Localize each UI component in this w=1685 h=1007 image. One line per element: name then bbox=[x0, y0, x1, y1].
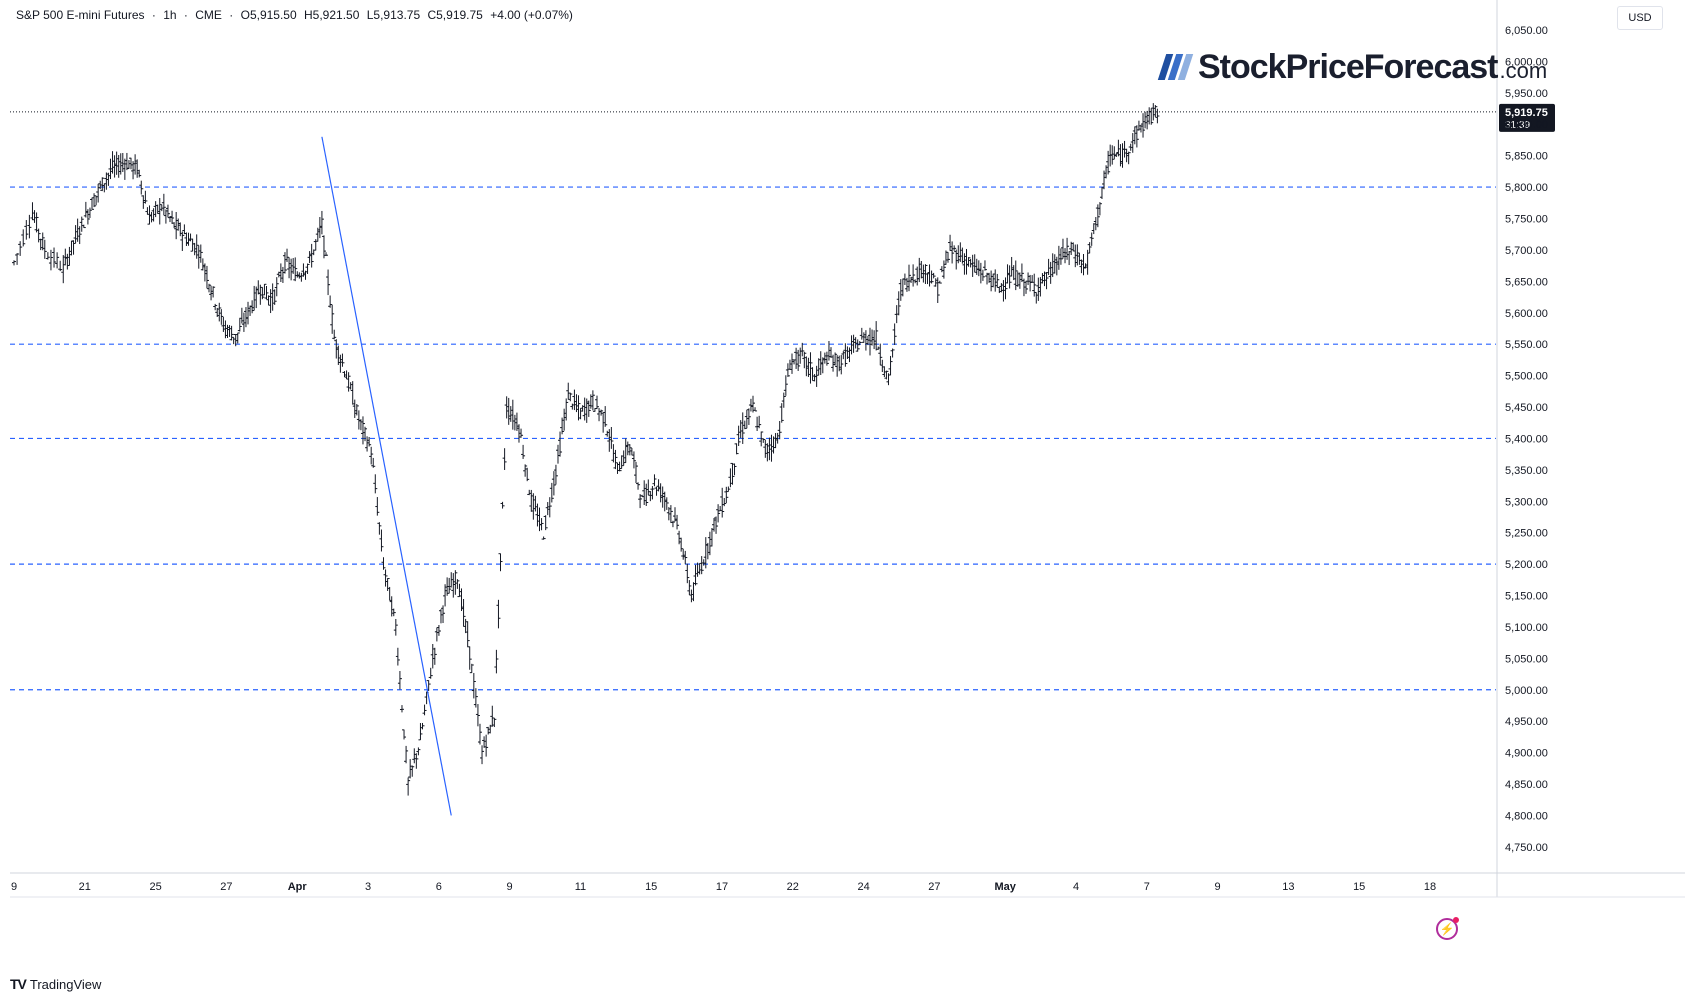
logo-name: StockPriceForecast bbox=[1198, 47, 1498, 86]
logo-slashes-icon bbox=[1157, 54, 1194, 80]
symbol-name[interactable]: S&P 500 E-mini Futures bbox=[16, 8, 145, 22]
currency-selector[interactable]: USD bbox=[1617, 6, 1663, 30]
x-tick-label: 21 bbox=[79, 881, 91, 893]
y-tick-label: 5,400.00 bbox=[1505, 433, 1548, 445]
bar-countdown: 31:39 bbox=[1505, 120, 1530, 131]
y-tick-label: 4,750.00 bbox=[1505, 842, 1548, 854]
symbol-header: S&P 500 E-mini Futures · 1h · CME · O5,9… bbox=[16, 8, 577, 22]
y-tick-label: 5,800.00 bbox=[1505, 182, 1548, 194]
y-tick-label: 4,800.00 bbox=[1505, 810, 1548, 822]
close-value: C5,919.75 bbox=[427, 8, 483, 22]
y-tick-label: 5,950.00 bbox=[1505, 88, 1548, 100]
y-tick-label: 5,500.00 bbox=[1505, 371, 1548, 383]
open-value: O5,915.50 bbox=[240, 8, 297, 22]
y-tick-label: 5,750.00 bbox=[1505, 214, 1548, 226]
x-tick-label: 9 bbox=[11, 881, 17, 893]
last-price-value: 5,919.75 bbox=[1505, 107, 1548, 119]
exchange-label: CME bbox=[195, 8, 222, 22]
brand-logo: StockPriceForecast .com bbox=[1157, 44, 1548, 90]
high-value: H5,921.50 bbox=[304, 8, 360, 22]
x-tick-label: 15 bbox=[645, 881, 657, 893]
y-tick-label: 5,600.00 bbox=[1505, 308, 1548, 320]
separator: · bbox=[151, 8, 156, 22]
x-tick-label: 4 bbox=[1073, 881, 1079, 893]
y-tick-label: 5,300.00 bbox=[1505, 496, 1548, 508]
separator: · bbox=[183, 8, 188, 22]
y-tick-label: 5,250.00 bbox=[1505, 528, 1548, 540]
y-tick-label: 4,900.00 bbox=[1505, 748, 1548, 760]
y-tick-label: 5,150.00 bbox=[1505, 591, 1548, 603]
x-tick-label: 7 bbox=[1144, 881, 1150, 893]
x-tick-label: Apr bbox=[288, 881, 308, 893]
tradingview-footer[interactable]: TV TradingView bbox=[10, 976, 101, 992]
x-tick-label: 27 bbox=[928, 881, 940, 893]
x-tick-label: 17 bbox=[716, 881, 728, 893]
tradingview-brand: TradingView bbox=[29, 976, 102, 992]
x-tick-label: 15 bbox=[1353, 881, 1365, 893]
y-tick-label: 5,850.00 bbox=[1505, 151, 1548, 163]
trend-line-layer bbox=[321, 136, 452, 816]
y-tick-label: 4,850.00 bbox=[1505, 779, 1548, 791]
x-tick-label: 9 bbox=[1215, 881, 1221, 893]
y-tick-label: 5,050.00 bbox=[1505, 653, 1548, 665]
logo-domain: .com bbox=[1499, 58, 1548, 83]
interval-label[interactable]: 1h bbox=[163, 8, 177, 22]
candles-layer bbox=[12, 103, 1160, 796]
y-tick-label: 5,000.00 bbox=[1505, 685, 1548, 697]
y-tick-label: 5,350.00 bbox=[1505, 465, 1548, 477]
separator: · bbox=[229, 8, 234, 22]
y-tick-label: 5,550.00 bbox=[1505, 339, 1548, 351]
y-tick-label: 6,000.00 bbox=[1505, 56, 1548, 68]
tradingview-logo-icon: TV bbox=[10, 976, 27, 992]
x-tick-label: 18 bbox=[1424, 881, 1436, 893]
x-tick-label: 22 bbox=[787, 881, 799, 893]
last-price-badge bbox=[1499, 103, 1555, 132]
time-axis[interactable]: 9 21 25 27 Apr 3 6 9 11 15 17 22 24 27 May 4 7 9 13 15 18 bbox=[11, 881, 1436, 893]
x-tick-label: 3 bbox=[365, 881, 371, 893]
y-tick-label: 5,700.00 bbox=[1505, 245, 1548, 257]
lightning-icon[interactable]: ⚡ bbox=[1436, 917, 1459, 940]
x-tick-label: 13 bbox=[1282, 881, 1294, 893]
x-tick-label: 11 bbox=[575, 881, 586, 893]
x-tick-label: 9 bbox=[507, 881, 513, 893]
support-resistance-levels bbox=[10, 186, 1496, 691]
y-tick-label: 5,200.00 bbox=[1505, 559, 1548, 571]
change-value: +4.00 (+0.07%) bbox=[490, 8, 573, 22]
x-tick-label: 24 bbox=[857, 881, 869, 893]
x-tick-label: May bbox=[994, 881, 1016, 893]
grid-layer bbox=[10, 0, 1685, 898]
y-tick-label: 5,100.00 bbox=[1505, 622, 1548, 634]
y-tick-label: 6,050.00 bbox=[1505, 25, 1548, 37]
x-tick-label: 27 bbox=[220, 881, 232, 893]
y-tick-label: 4,950.00 bbox=[1505, 716, 1548, 728]
x-tick-label: 6 bbox=[436, 881, 442, 893]
y-tick-label: 5,900.00 bbox=[1505, 119, 1548, 131]
x-tick-label: 25 bbox=[149, 881, 161, 893]
y-tick-label: 5,450.00 bbox=[1505, 402, 1548, 414]
y-tick-label: 5,650.00 bbox=[1505, 276, 1548, 288]
low-value: L5,913.75 bbox=[366, 8, 421, 22]
trend-line[interactable] bbox=[321, 136, 452, 816]
price-axis[interactable]: 6,050.00 6,000.00 5,950.00 5,900.00 5,850.00… bbox=[1505, 25, 1548, 854]
